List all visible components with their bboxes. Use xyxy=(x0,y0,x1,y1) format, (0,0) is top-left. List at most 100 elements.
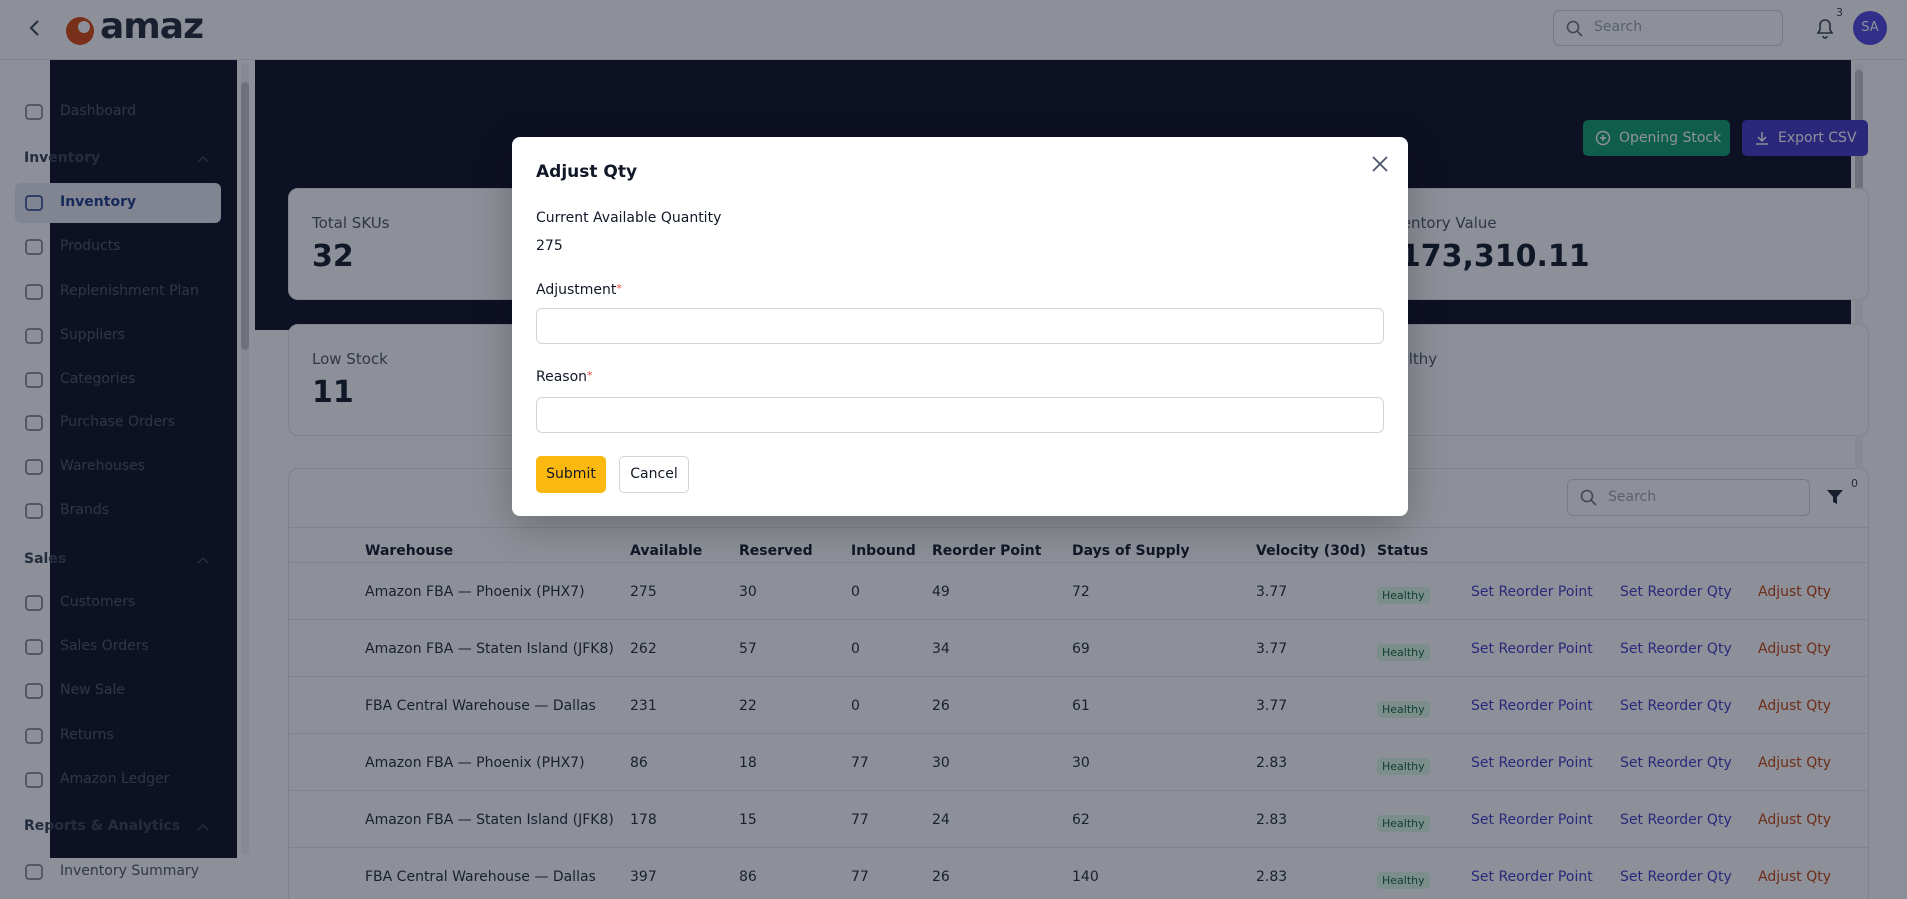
cell: Amazon FBA — Phoenix (PHX7) xyxy=(365,584,585,600)
nav-item[interactable]: Categories xyxy=(60,371,136,387)
column-header[interactable]: Velocity (30d) xyxy=(1256,543,1367,559)
cell: FBA Central Warehouse — Dallas xyxy=(365,698,596,714)
row-action[interactable]: Set Reorder Point xyxy=(1471,584,1593,600)
row-action[interactable]: Adjust Qty xyxy=(1758,584,1832,600)
cell: 397 xyxy=(630,869,657,885)
label-text: Reason xyxy=(536,369,588,385)
cell: 18 xyxy=(739,755,757,771)
current-qty-value: 275 xyxy=(536,238,563,254)
icon xyxy=(25,864,43,880)
adjustment-input[interactable] xyxy=(536,308,1384,344)
column-header[interactable]: Status xyxy=(1377,543,1429,559)
nav-item[interactable]: Purchase Orders xyxy=(60,414,176,430)
nav-item[interactable]: Amazon Ledger xyxy=(60,771,170,787)
row-action[interactable]: Adjust Qty xyxy=(1758,869,1832,885)
nav-item[interactable]: Returns xyxy=(60,727,114,743)
back-button[interactable] xyxy=(26,18,44,38)
row-action[interactable]: Adjust Qty xyxy=(1758,698,1832,714)
nav-section[interactable]: Inventory xyxy=(24,150,101,166)
opening-stock-button[interactable]: Opening Stock xyxy=(1583,120,1730,156)
nav-item[interactable]: Inventory Summary xyxy=(60,863,199,879)
header-border xyxy=(0,59,1907,60)
cell: 15 xyxy=(739,812,757,828)
cell: 275 xyxy=(630,584,657,600)
nav-item[interactable]: Products xyxy=(60,238,121,254)
row-action[interactable]: Set Reorder Qty xyxy=(1620,584,1732,600)
label-text: Adjustment xyxy=(536,282,617,298)
nav-item[interactable]: Inventory xyxy=(60,194,137,210)
filter-button[interactable] xyxy=(1825,487,1845,507)
nav-section[interactable]: Sales xyxy=(24,551,67,567)
sidebar-scrollbar xyxy=(241,64,249,854)
row-action[interactable]: Set Reorder Point xyxy=(1471,755,1593,771)
column-header[interactable]: Inbound xyxy=(851,543,916,559)
column-header[interactable]: Reorder Point xyxy=(932,543,1042,559)
cell: 86 xyxy=(739,869,757,885)
cell: 262 xyxy=(630,641,657,657)
nav-item[interactable]: Dashboard xyxy=(60,103,136,119)
row-action[interactable]: Set Reorder Point xyxy=(1471,812,1593,828)
icon xyxy=(25,104,43,120)
export-csv-button[interactable]: Export CSV xyxy=(1742,120,1868,156)
icon xyxy=(25,372,43,388)
nav-item[interactable]: Suppliers xyxy=(60,327,125,343)
row-divider xyxy=(289,790,1868,791)
row-action[interactable]: Adjust Qty xyxy=(1758,755,1832,771)
row-action[interactable]: Set Reorder Point xyxy=(1471,869,1593,885)
cell: 57 xyxy=(739,641,757,657)
modal-title: Adjust Qty xyxy=(536,162,638,182)
nav-item[interactable]: New Sale xyxy=(60,682,125,698)
avatar[interactable]: SA xyxy=(1853,11,1887,45)
cell: 140 xyxy=(1072,869,1099,885)
row-action[interactable]: Set Reorder Qty xyxy=(1620,641,1732,657)
search-placeholder: Search xyxy=(1608,489,1657,505)
row-action[interactable]: Set Reorder Point xyxy=(1471,641,1593,657)
adjust-qty-modal: Adjust Qty Current Available Quantity 27… xyxy=(512,137,1408,516)
row-action[interactable]: Adjust Qty xyxy=(1758,641,1832,657)
chevron xyxy=(197,823,209,831)
row-action[interactable]: Adjust Qty xyxy=(1758,812,1832,828)
row-action[interactable]: Set Reorder Qty xyxy=(1620,869,1732,885)
row-action[interactable]: Set Reorder Qty xyxy=(1620,755,1732,771)
row-action[interactable]: Set Reorder Qty xyxy=(1620,812,1732,828)
close-button[interactable] xyxy=(1371,155,1389,173)
icon xyxy=(25,328,43,344)
cell: 69 xyxy=(1072,641,1090,657)
submit-button[interactable]: Submit xyxy=(536,456,606,493)
cell: 26 xyxy=(932,869,950,885)
stat-value: $173,310.11 xyxy=(1379,239,1590,274)
cell: 26 xyxy=(932,698,950,714)
nav-item[interactable]: Customers xyxy=(60,594,136,610)
nav-item[interactable]: Replenishment Plan xyxy=(60,283,199,299)
cell: 77 xyxy=(851,869,869,885)
row-action[interactable]: Set Reorder Qty xyxy=(1620,698,1732,714)
reason-input[interactable] xyxy=(536,397,1384,433)
notifications[interactable] xyxy=(1814,16,1836,40)
column-header[interactable]: Warehouse xyxy=(365,543,454,559)
cell: Amazon FBA — Staten Island (JFK8) xyxy=(365,641,614,657)
row-divider xyxy=(289,676,1868,677)
current-qty-label: Current Available Quantity xyxy=(536,210,722,226)
cancel-button[interactable]: Cancel xyxy=(619,456,689,493)
icon xyxy=(25,728,43,744)
nav-item[interactable]: Sales Orders xyxy=(60,638,149,654)
nav-item[interactable]: Brands xyxy=(60,502,109,518)
header-search[interactable]: Search xyxy=(1553,10,1783,46)
cell: 0 xyxy=(851,584,860,600)
column-header[interactable]: Available xyxy=(630,543,703,559)
reason-label: Reason* xyxy=(536,369,593,385)
column-header[interactable]: Reserved xyxy=(739,543,813,559)
cell: 231 xyxy=(630,698,657,714)
search-placeholder: Search xyxy=(1594,19,1643,35)
button-label: Opening Stock xyxy=(1619,130,1722,146)
logo[interactable]: amaz xyxy=(100,6,204,47)
row-action[interactable]: Set Reorder Point xyxy=(1471,698,1593,714)
nav-section[interactable]: Reports & Analytics xyxy=(24,818,181,834)
table-search[interactable]: Search xyxy=(1567,479,1810,516)
stat-card: Inventory Value $173,310.11 xyxy=(1355,188,1869,300)
required-mark: * xyxy=(587,369,593,382)
required-mark: * xyxy=(616,282,622,295)
cell: 22 xyxy=(739,698,757,714)
nav-item[interactable]: Warehouses xyxy=(60,458,146,474)
column-header[interactable]: Days of Supply xyxy=(1072,543,1190,559)
